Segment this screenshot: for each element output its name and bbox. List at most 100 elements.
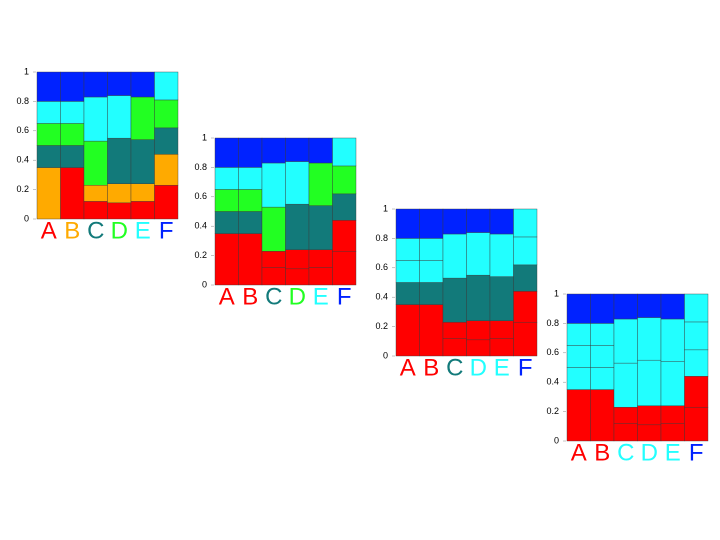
category-label: B <box>64 217 80 244</box>
bar-segment <box>419 282 444 305</box>
bar-segment <box>60 145 85 168</box>
bar-segment <box>442 321 467 339</box>
bar-segment <box>660 293 685 320</box>
bar-segment <box>466 320 491 341</box>
y-tick-label: 0.4 <box>546 377 559 387</box>
category-label: F <box>518 354 533 381</box>
bar-segment <box>660 405 685 424</box>
bar-segment <box>590 323 615 346</box>
bar-segment <box>285 137 310 162</box>
bar-segment <box>637 405 662 426</box>
category-label: E <box>313 283 329 310</box>
y-tick-label: 0.4 <box>16 155 29 165</box>
bar-segment <box>466 274 491 321</box>
bar-segment <box>419 238 444 261</box>
bar-segment <box>442 338 467 357</box>
category-label: D <box>641 439 658 466</box>
bar-segment <box>154 184 179 220</box>
bar-segment <box>395 282 420 305</box>
category-label: A <box>41 217 57 244</box>
bar-segment <box>332 250 357 286</box>
bar-segment <box>238 211 263 234</box>
bar-segment <box>513 321 538 357</box>
bar-segment <box>613 318 638 364</box>
bar-segment <box>660 361 685 406</box>
bar-segment <box>684 293 709 323</box>
bar-segment <box>214 167 239 190</box>
bar-segment <box>395 208 420 239</box>
category-label: B <box>423 354 439 381</box>
category-label: F <box>337 283 352 310</box>
bar-segment <box>489 338 514 357</box>
bar-segment <box>285 249 310 270</box>
bar-segment <box>83 71 108 98</box>
bar-segment <box>130 96 155 140</box>
y-tick-label: 1 <box>24 66 29 76</box>
bar-segment <box>660 423 685 442</box>
bar-segment <box>466 232 491 276</box>
bar-segment <box>613 423 638 442</box>
bar-segment <box>442 233 467 279</box>
category-label: C <box>265 283 282 310</box>
category-label: D <box>111 217 128 244</box>
category-label: A <box>219 283 235 310</box>
category-label: A <box>571 439 587 466</box>
bar-segment <box>566 345 591 368</box>
bar-segment <box>332 193 357 221</box>
bar-segment <box>107 183 132 204</box>
bar-segment <box>83 184 108 202</box>
bar-segment <box>308 162 333 206</box>
bar-segment <box>613 293 638 320</box>
bar-segment <box>590 389 615 442</box>
y-tick-label: 0 <box>383 350 388 360</box>
bar-segment <box>238 233 263 286</box>
bar-segment <box>513 291 538 323</box>
bar-segment <box>130 201 155 220</box>
bar-segment <box>36 71 61 102</box>
y-tick-label: 0 <box>202 279 207 289</box>
bar-segment <box>590 293 615 324</box>
bar-segment <box>489 320 514 339</box>
bar-segment <box>566 293 591 324</box>
bar-segment <box>566 367 591 390</box>
bar-segment <box>60 101 85 124</box>
category-label: C <box>617 439 634 466</box>
bar-segment <box>566 323 591 346</box>
category-label: E <box>494 354 510 381</box>
bar-segment <box>60 123 85 146</box>
bar-segment <box>332 165 357 195</box>
y-tick-label: 0.6 <box>546 347 559 357</box>
bar-segment <box>154 71 179 101</box>
bar-segment <box>83 140 108 186</box>
bar-segment <box>332 220 357 252</box>
y-tick-label: 0.6 <box>375 262 388 272</box>
bar-segment <box>308 137 333 164</box>
y-tick-label: 0.6 <box>16 125 29 135</box>
bar-segment <box>214 233 239 286</box>
category-label: B <box>594 439 610 466</box>
bar-segment <box>684 349 709 377</box>
bar-segment <box>513 264 538 292</box>
bar-segment <box>238 167 263 190</box>
y-tick-label: 0.8 <box>375 233 388 243</box>
bar-segment <box>395 260 420 283</box>
y-tick-label: 0.2 <box>546 406 559 416</box>
bar-segment <box>684 406 709 442</box>
bar-segment <box>154 154 179 186</box>
bar-segment <box>419 304 444 357</box>
bar-segment <box>489 208 514 235</box>
bar-segment <box>489 276 514 321</box>
category-label: C <box>87 217 104 244</box>
bar-segment <box>130 71 155 98</box>
bar-segment <box>154 127 179 155</box>
bar-segment <box>36 145 61 168</box>
y-tick-label: 0.2 <box>194 250 207 260</box>
bar-segment <box>395 304 420 357</box>
category-label: A <box>400 354 416 381</box>
bar-segment <box>261 162 286 208</box>
bar-segment <box>238 189 263 212</box>
bar-segment <box>238 137 263 168</box>
y-tick-label: 1 <box>554 288 559 298</box>
bar-segment <box>637 317 662 361</box>
